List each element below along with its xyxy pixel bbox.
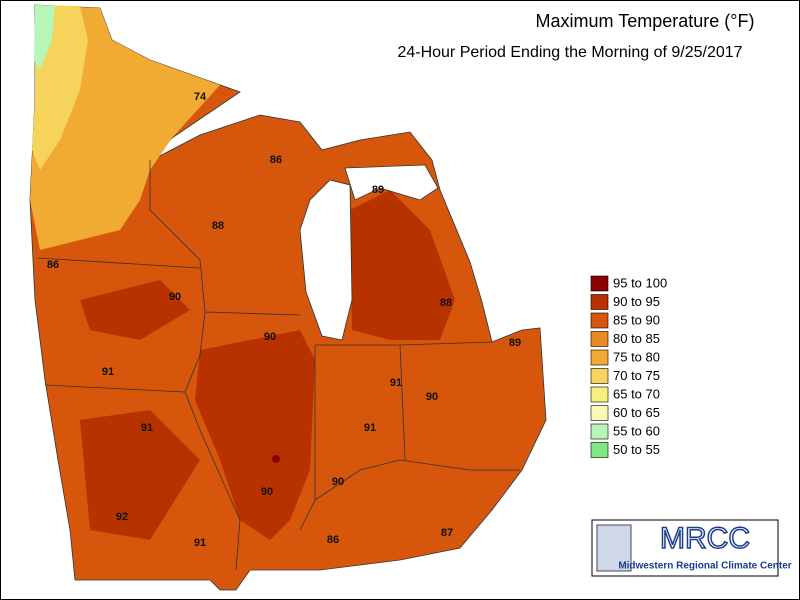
station-label: 89 (372, 184, 384, 196)
hot-zone (80, 410, 200, 540)
border (184, 391, 241, 571)
map (29, 4, 547, 591)
station-label: 89 (509, 337, 521, 349)
station-label: 91 (364, 422, 376, 434)
legend-label: 50 to 55 (613, 442, 660, 457)
hot-spot (272, 455, 280, 463)
hot-zone (350, 190, 455, 340)
state-borders (37, 160, 520, 571)
legend-label: 85 to 90 (613, 312, 660, 327)
border (149, 160, 301, 316)
logo-icon (596, 524, 632, 572)
station-label: 90 (169, 291, 181, 303)
legend-label: 80 to 85 (613, 331, 660, 346)
station-label: 90 (426, 391, 438, 403)
cold-zone (34, 5, 55, 70)
legend-label: 95 to 100 (613, 275, 667, 290)
legend-swatch (590, 442, 609, 458)
legend-swatch (590, 312, 609, 329)
legend-label: 70 to 75 (613, 368, 660, 383)
subtitle: 24-Hour Period Ending the Morning of 9/2… (397, 44, 742, 61)
legend-label: 90 to 95 (613, 294, 660, 309)
station-label: 88 (440, 297, 452, 309)
hot-zone (195, 330, 315, 540)
legend-label: 60 to 65 (613, 405, 660, 420)
border (314, 459, 520, 501)
legend-swatch (590, 275, 609, 292)
legend-swatch (590, 331, 609, 347)
title: Maximum Temperature (°F) (536, 11, 755, 31)
hot-zone (80, 280, 190, 340)
legend-swatch (590, 368, 609, 384)
station-label: 86 (270, 154, 282, 166)
legend-swatch (590, 349, 609, 366)
legend-label: 65 to 70 (613, 386, 660, 401)
station-label: 90 (332, 476, 344, 488)
station-label: 92 (116, 511, 128, 523)
legend-swatch (590, 423, 609, 440)
station-label: 90 (264, 331, 276, 343)
station-label: 88 (212, 220, 224, 232)
legend: 95 to 100 90 to 95 85 to 90 80 to 85 75 to 8… (590, 275, 667, 458)
lake-huron (344, 164, 439, 201)
station-label: 86 (327, 534, 339, 546)
station-label: 90 (261, 486, 273, 498)
legend-swatch (590, 405, 609, 421)
station-label: 86 (47, 259, 59, 271)
station-label: 74 (194, 91, 207, 103)
station-labels: 74 86 89 88 86 90 88 90 89 91 91 90 91 91 90 90 92 91 86 87 (47, 91, 521, 549)
legend-swatch (590, 386, 609, 403)
border (399, 341, 493, 346)
legend-label: 55 to 60 (613, 423, 660, 438)
border (44, 311, 206, 393)
station-label: 91 (194, 537, 206, 549)
station-label: 91 (102, 366, 114, 378)
station-label: 91 (390, 377, 402, 389)
logo-name: MRCC (660, 522, 750, 555)
border (37, 257, 201, 269)
station-label: 87 (441, 527, 453, 539)
logo-full-name: Midwestern Regional Climate Center (618, 561, 791, 572)
lake-michigan (299, 179, 353, 341)
logo: MRCC Midwestern Regional Climate Center (591, 519, 792, 577)
legend-swatch (590, 294, 609, 310)
station-label: 91 (141, 422, 153, 434)
legend-label: 75 to 80 (613, 349, 660, 364)
